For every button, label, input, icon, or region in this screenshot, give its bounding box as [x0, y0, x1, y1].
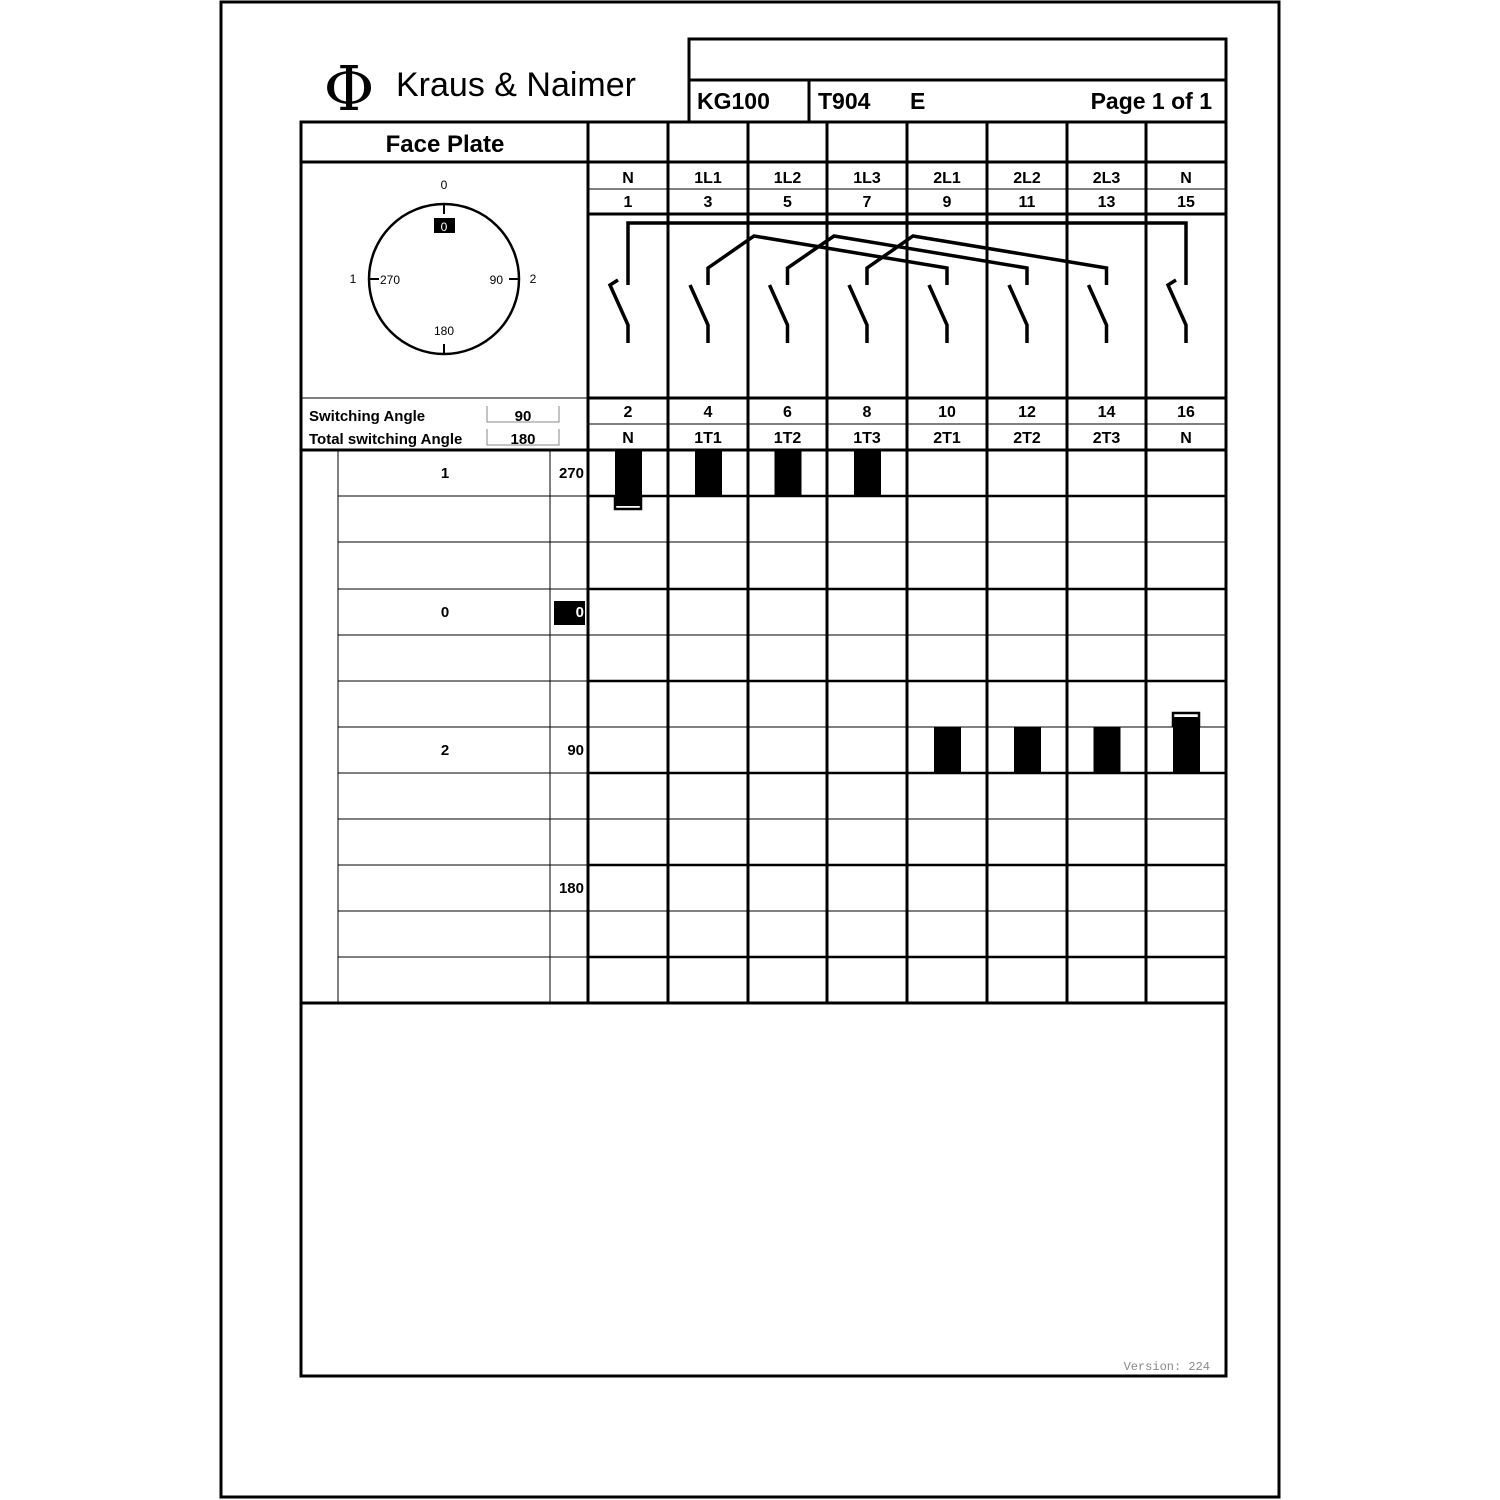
- closed-contact-mark: [1093, 727, 1121, 773]
- current-position-highlight: [554, 601, 585, 625]
- terminal-bottom-numbers: 2: [624, 404, 633, 421]
- terminal-bottom-names: 2T1: [933, 430, 961, 447]
- closed-contact-mark: [695, 450, 722, 496]
- contact-blade: [688, 284, 710, 343]
- version-label: Version: 224: [1124, 1360, 1210, 1374]
- position-angle: 180: [559, 880, 584, 897]
- terminal-top-numbers: 3: [704, 194, 713, 211]
- contact-blade: [847, 284, 869, 343]
- terminal-bottom-numbers: 16: [1177, 404, 1195, 421]
- terminal-top-names: 1L1: [694, 170, 722, 187]
- dial-bottom-angle: 180: [434, 324, 454, 338]
- terminal-bottom-names: N: [1180, 430, 1192, 447]
- closed-contact-mark: [615, 450, 642, 496]
- terminal-bottom-numbers: 8: [863, 404, 872, 421]
- contact-blade: [1165, 278, 1188, 343]
- terminal-bottom-names: 2T3: [1093, 430, 1121, 447]
- terminal-bottom-names: 1T3: [853, 430, 881, 447]
- switching-angle-label: Switching Angle: [309, 408, 425, 425]
- contact-blade: [927, 284, 949, 343]
- terminal-bottom-numbers: 10: [938, 404, 956, 421]
- closed-contact-mark: [1014, 727, 1041, 773]
- dial-right-angle: 90: [490, 273, 504, 287]
- position-label: 0: [441, 604, 449, 621]
- brand-logo: Φ Kraus & Naimer: [324, 52, 636, 125]
- terminal-top-names: 2L2: [1013, 170, 1041, 187]
- position-angle: 90: [567, 742, 584, 759]
- total-angle-value: 180: [510, 431, 535, 448]
- terminal-bottom-numbers: 4: [704, 404, 713, 421]
- neutral-link: [626, 221, 1188, 285]
- terminal-top-names: 2L1: [933, 170, 961, 187]
- terminal-top-numbers: 1: [624, 194, 633, 211]
- terminal-top-numbers: 9: [943, 194, 952, 211]
- terminal-top-numbers: 11: [1019, 194, 1036, 211]
- contact-blade: [1086, 284, 1109, 343]
- page-indicator: Page 1 of 1: [1091, 88, 1213, 114]
- terminal-top-names: 1L2: [774, 170, 802, 187]
- closed-contact-mark: [854, 450, 881, 496]
- terminal-top-names: N: [622, 170, 634, 187]
- dial-left-angle: 270: [380, 273, 400, 287]
- program-number: T904: [818, 88, 871, 114]
- terminal-bottom-names: 2T2: [1013, 430, 1041, 447]
- phase-link: [706, 234, 949, 285]
- terminal-bottom-numbers: 6: [783, 404, 792, 421]
- phi-logo-icon: Φ: [324, 52, 375, 125]
- face-plate-title: Face Plate: [386, 131, 505, 158]
- terminal-top-names: 2L3: [1093, 170, 1121, 187]
- main-frame: [299, 120, 1228, 1378]
- contact-blade: [1007, 284, 1029, 343]
- dial-top-label: 0: [441, 178, 448, 192]
- contact-blade: [607, 278, 630, 343]
- phase-link: [785, 234, 1029, 285]
- closed-contact-mark: [1173, 727, 1200, 773]
- terminal-top-numbers: 13: [1098, 194, 1116, 211]
- variant-code: E: [910, 88, 925, 114]
- terminal-top-numbers: 15: [1177, 194, 1195, 211]
- position-label: 1: [441, 465, 449, 482]
- terminal-top-numbers: 7: [863, 194, 872, 211]
- terminal-bottom-names: N: [622, 430, 634, 447]
- terminal-bottom-numbers: 12: [1018, 404, 1036, 421]
- contact-blade: [767, 284, 790, 343]
- terminal-top-numbers: 5: [783, 194, 792, 211]
- terminal-top-names: 1L3: [853, 170, 881, 187]
- terminal-bottom-numbers: 14: [1098, 404, 1116, 421]
- closed-contact-mark: [774, 450, 802, 496]
- page-border: [219, 0, 1281, 1499]
- terminal-bottom-names: 1T2: [774, 430, 802, 447]
- brand-name: Kraus & Naimer: [396, 66, 636, 104]
- current-position-marker: [434, 218, 455, 233]
- position-angle: 0: [576, 604, 584, 621]
- dial-top-marker: 0: [441, 220, 448, 234]
- closed-contact-mark: [934, 727, 961, 773]
- terminal-bottom-names: 1T1: [694, 430, 722, 447]
- phase-link: [865, 234, 1109, 285]
- position-label: 2: [441, 742, 449, 759]
- position-angle: 270: [559, 465, 584, 482]
- switch-schematic: [607, 221, 1188, 343]
- face-plate-dial: 0 0 1 270 90 2 180: [350, 178, 537, 356]
- terminal-top-names: N: [1180, 170, 1192, 187]
- dial-right-label: 2: [530, 272, 537, 286]
- model-number: KG100: [697, 88, 770, 114]
- switching-angle-value: 90: [515, 408, 532, 425]
- dial-left-label: 1: [350, 272, 357, 286]
- total-angle-label: Total switching Angle: [309, 431, 462, 448]
